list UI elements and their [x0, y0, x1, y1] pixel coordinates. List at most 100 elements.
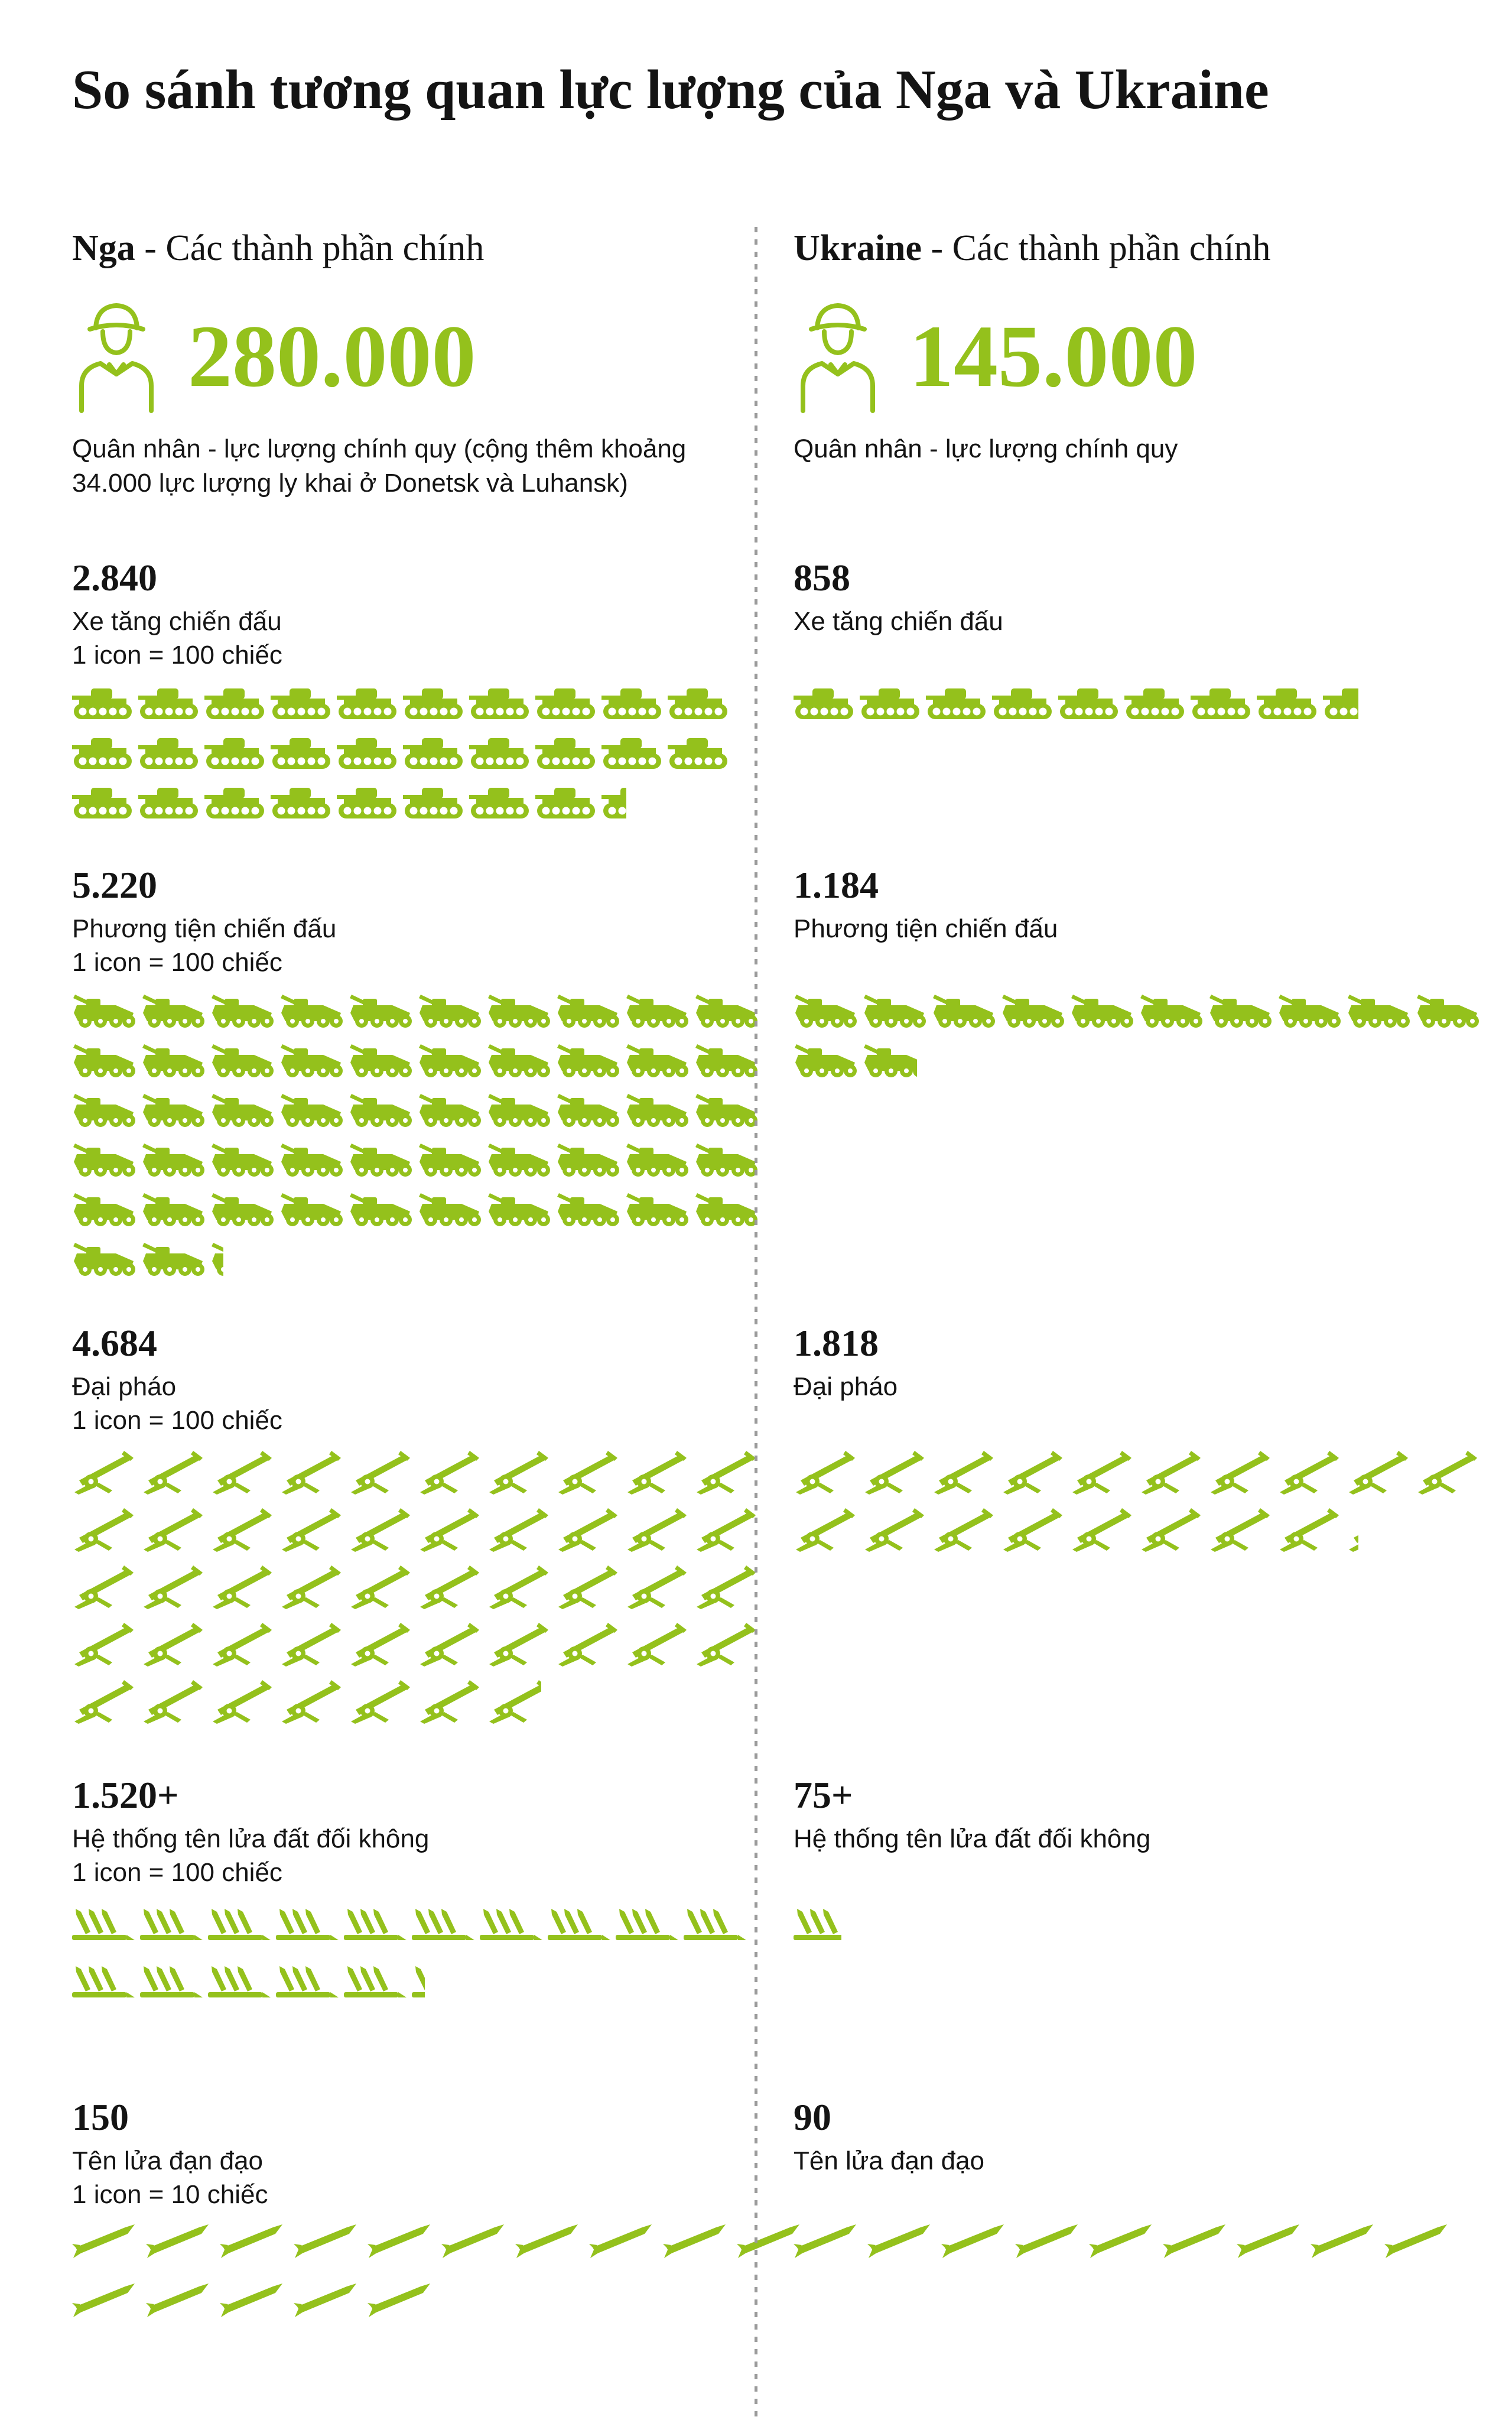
artillery-icon [625, 1564, 694, 1609]
tank-icon [668, 734, 734, 771]
stat-label: Hệ thống tên lửa đất đối không [72, 1824, 430, 1854]
artillery-icon [694, 1622, 763, 1667]
artillery-icon [487, 1450, 556, 1495]
stat-scale-note [794, 1856, 1503, 1890]
page-title: So sánh tương quan lực lượng của Nga và … [72, 59, 1269, 121]
tank-icon [337, 784, 403, 820]
comparison-grid: Nga - Các thành phần chính Ukraine - Các… [0, 228, 1512, 2418]
artillery-icon [349, 1450, 418, 1495]
missile-icon [515, 2224, 589, 2258]
stat-label: Đại pháo [72, 1372, 177, 1402]
vehicle-icon [556, 992, 625, 1029]
missile-icon [294, 2283, 368, 2317]
vehicle-icon [72, 992, 141, 1029]
artillery-icon [932, 1507, 1001, 1552]
vehicle-icon [625, 992, 694, 1029]
missile-icon [220, 2283, 294, 2317]
sam-icon [412, 1902, 480, 1941]
vehicle-icon [418, 1141, 487, 1178]
artillery-icon [625, 1507, 694, 1552]
artillery-icon [794, 1507, 863, 1552]
artillery-icon [487, 1564, 556, 1609]
stat-scale-note: 1 icon = 100 chiếc [72, 1406, 282, 1435]
tank-icon [72, 734, 138, 771]
personnel-value: 145.000 [909, 307, 1198, 406]
vehicle-icon [141, 1091, 210, 1129]
tank-icon [138, 784, 204, 820]
stat-section-nga-artillery: 4.684 Đại pháo 1 icon = 100 chiếc [0, 1321, 756, 1773]
sam-icon [208, 1902, 276, 1941]
missile-icon [368, 2283, 441, 2317]
stat-label: Tên lửa đạn đạo [72, 2146, 264, 2176]
missile-icon [589, 2224, 663, 2258]
vehicle-icon [210, 1091, 279, 1129]
sam-icon [72, 1959, 140, 1998]
missile-icon [441, 2224, 515, 2258]
artillery-icon [141, 1450, 210, 1495]
vehicle-icon [1070, 992, 1139, 1029]
stat-value: 90 [794, 2096, 831, 2139]
stat-label: Tên lửa đạn đạo [794, 2146, 985, 2176]
vehicle-icon [279, 1091, 349, 1129]
tank-icon [601, 784, 668, 820]
stat-section-ukraine-tank: 858 Xe tăng chiến đấu [756, 556, 1512, 863]
artillery-icon [863, 1450, 932, 1495]
stat-value: 2.840 [72, 557, 157, 599]
tank-icon [668, 684, 734, 721]
vehicle-icon [72, 1240, 141, 1278]
stat-value: 1.520+ [72, 1774, 179, 1817]
sam-icon [276, 1902, 344, 1941]
tank-icon [271, 784, 337, 820]
artillery-icon [1277, 1507, 1347, 1552]
vehicle-icon [1416, 992, 1485, 1029]
artillery-icon [141, 1622, 210, 1667]
vehicle-icon [141, 992, 210, 1029]
artillery-icon [1001, 1450, 1070, 1495]
artillery-icon [141, 1507, 210, 1552]
vehicle-icon [210, 1190, 279, 1228]
vehicle-icon [487, 992, 556, 1029]
artillery-icon [932, 1450, 1001, 1495]
artillery-icon [1070, 1450, 1139, 1495]
artillery-icon [349, 1564, 418, 1609]
missile-icon [146, 2224, 220, 2258]
stat-section-ukraine-artillery: 1.818 Đại pháo [756, 1321, 1512, 1773]
artillery-icon [863, 1507, 932, 1552]
artillery-icon [210, 1679, 279, 1724]
vehicle-icon [556, 1041, 625, 1079]
vehicle-icon [349, 1091, 418, 1129]
missile-icon [941, 2224, 1015, 2258]
vehicle-icon [210, 1141, 279, 1178]
sam-icon [684, 1902, 752, 1941]
vehicle-icon [279, 1041, 349, 1079]
stat-value: 858 [794, 557, 850, 599]
tank-icon [72, 684, 138, 721]
artillery-icon [418, 1622, 487, 1667]
vehicle-icon [556, 1091, 625, 1129]
artillery-icon [279, 1622, 349, 1667]
vehicle-icon [72, 1190, 141, 1228]
vehicle-icon [863, 1041, 932, 1079]
tank-icon [535, 734, 601, 771]
artillery-icon [487, 1679, 556, 1724]
sam-icon [72, 1902, 140, 1941]
vehicle-icon [349, 1190, 418, 1228]
sam-icon [140, 1902, 208, 1941]
artillery-icon [1139, 1450, 1208, 1495]
stat-scale-note [794, 946, 1503, 980]
tank-icon [1323, 684, 1389, 721]
tank-icon [72, 784, 138, 820]
artillery-icon [210, 1622, 279, 1667]
stat-scale-note [794, 638, 1503, 673]
vehicle-icon [1347, 992, 1416, 1029]
artillery-icon [418, 1564, 487, 1609]
pictogram-missile-ukraine [794, 2224, 1512, 2283]
stat-scale-note [794, 1404, 1503, 1438]
tank-icon [535, 684, 601, 721]
vehicle-icon [694, 1091, 763, 1129]
tank-icon [1058, 684, 1124, 721]
sam-icon [140, 1959, 208, 1998]
tank-icon [992, 684, 1058, 721]
pictogram-sam-ukraine [794, 1902, 1474, 1959]
artillery-icon [556, 1564, 625, 1609]
